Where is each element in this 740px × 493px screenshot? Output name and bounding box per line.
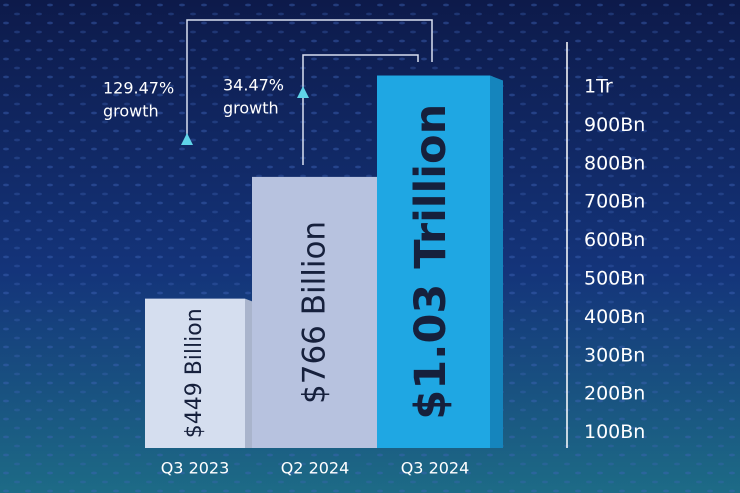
annotation: growth: [103, 102, 159, 121]
y-tick-label: 500Bn: [584, 268, 645, 290]
value-label: $1.03 Trillion: [406, 104, 456, 420]
growth-connector: [302, 54, 419, 165]
y-tick-label: 700Bn: [584, 191, 645, 213]
x-tick-label: Q2 2024: [281, 459, 350, 478]
y-tick-label: 100Bn: [584, 421, 645, 443]
y-tick-label: 300Bn: [584, 344, 645, 366]
y-tick-label: 900Bn: [584, 114, 645, 136]
y-tick-label: 400Bn: [584, 306, 645, 328]
x-tick-label: Q3 2024: [401, 459, 470, 478]
value-label: $449 Billion: [182, 308, 207, 438]
bar: [252, 176, 380, 448]
growth-connector: [186, 19, 433, 140]
value-label: $766 Billion: [297, 221, 333, 404]
y-tick-label: 200Bn: [584, 383, 645, 405]
bar: [145, 298, 245, 448]
growth-arrow: [181, 133, 193, 145]
y-tick-label: 1Tr: [584, 76, 613, 98]
y-tick-label: 800Bn: [584, 152, 645, 174]
annotation: growth: [223, 99, 279, 118]
y-tick-label: 600Bn: [584, 229, 645, 251]
annotation: 129.47%: [103, 79, 174, 98]
bar: [377, 75, 490, 449]
growth-arrow: [297, 86, 309, 98]
x-tick-label: Q3 2023: [161, 459, 230, 478]
annotation: 34.47%: [223, 76, 284, 95]
bar-side: [490, 75, 503, 449]
